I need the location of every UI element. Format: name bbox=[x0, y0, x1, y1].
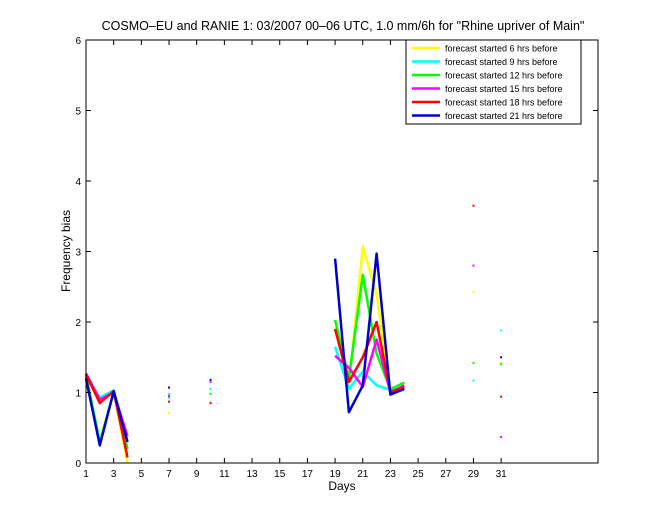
x-tick-label: 15 bbox=[274, 469, 286, 480]
data-point bbox=[472, 264, 475, 267]
chart-legend: forecast started 6 hrs before forecast st… bbox=[405, 39, 582, 125]
data-point bbox=[209, 392, 212, 395]
data-point bbox=[209, 387, 212, 390]
data-point bbox=[168, 386, 171, 389]
x-tick-label: 27 bbox=[440, 469, 452, 480]
x-tick-label: 25 bbox=[413, 469, 425, 480]
y-axis-label: Frequency bias bbox=[59, 210, 73, 292]
series-line bbox=[84, 378, 129, 447]
x-tick-label: 9 bbox=[194, 469, 200, 480]
legend-entry: forecast started 12 hrs before bbox=[445, 71, 563, 81]
data-marks bbox=[84, 79, 503, 464]
data-point bbox=[500, 329, 503, 332]
legend-entry: forecast started 6 hrs before bbox=[445, 44, 558, 54]
data-point bbox=[168, 400, 171, 403]
x-tick-label: 19 bbox=[330, 469, 342, 480]
data-point bbox=[168, 395, 171, 398]
x-tick-label: 3 bbox=[111, 469, 117, 480]
x-tick-label: 11 bbox=[219, 469, 230, 480]
x-tick-label: 31 bbox=[496, 469, 508, 480]
x-tick-label: 23 bbox=[385, 469, 397, 480]
data-point bbox=[500, 395, 503, 398]
data-point bbox=[168, 411, 171, 414]
data-point bbox=[168, 396, 171, 399]
data-point bbox=[209, 378, 212, 381]
y-tick-label: 3 bbox=[75, 248, 81, 259]
legend-entry: forecast started 15 hrs before bbox=[445, 84, 563, 94]
data-point bbox=[500, 363, 503, 366]
x-tick-label: 7 bbox=[166, 469, 172, 480]
x-tick-label: 21 bbox=[357, 469, 369, 480]
data-point bbox=[472, 204, 475, 207]
y-tick-label: 0 bbox=[75, 459, 81, 470]
y-tick-label: 2 bbox=[75, 318, 81, 329]
data-point bbox=[209, 402, 212, 405]
chart-title: COSMO–EU and RANIE 1: 03/2007 00–06 UTC,… bbox=[102, 19, 585, 33]
data-point bbox=[472, 290, 475, 293]
x-tick-label: 13 bbox=[246, 469, 258, 480]
x-tick-label: 17 bbox=[302, 469, 314, 480]
x-tick-label: 29 bbox=[468, 469, 480, 480]
legend-box bbox=[405, 39, 582, 125]
data-point bbox=[209, 380, 212, 383]
data-point bbox=[472, 379, 475, 382]
data-point bbox=[500, 361, 503, 364]
series-line bbox=[333, 252, 405, 414]
y-tick-label: 1 bbox=[75, 389, 81, 400]
legend-entry: forecast started 9 hrs before bbox=[445, 57, 558, 67]
data-point bbox=[500, 356, 503, 359]
x-tick-label: 5 bbox=[139, 469, 145, 480]
y-tick-label: 6 bbox=[75, 36, 81, 47]
legend-entry: forecast started 18 hrs before bbox=[445, 98, 563, 108]
x-axis-label: Days bbox=[328, 479, 355, 493]
legend-entry: forecast started 21 hrs before bbox=[445, 111, 563, 121]
y-tick-label: 5 bbox=[75, 107, 81, 118]
y-tick-label: 4 bbox=[75, 177, 81, 188]
data-point bbox=[500, 435, 503, 438]
x-tick-label: 1 bbox=[83, 469, 89, 480]
series-line bbox=[84, 373, 129, 458]
data-point bbox=[472, 361, 475, 364]
data-point bbox=[168, 392, 171, 395]
